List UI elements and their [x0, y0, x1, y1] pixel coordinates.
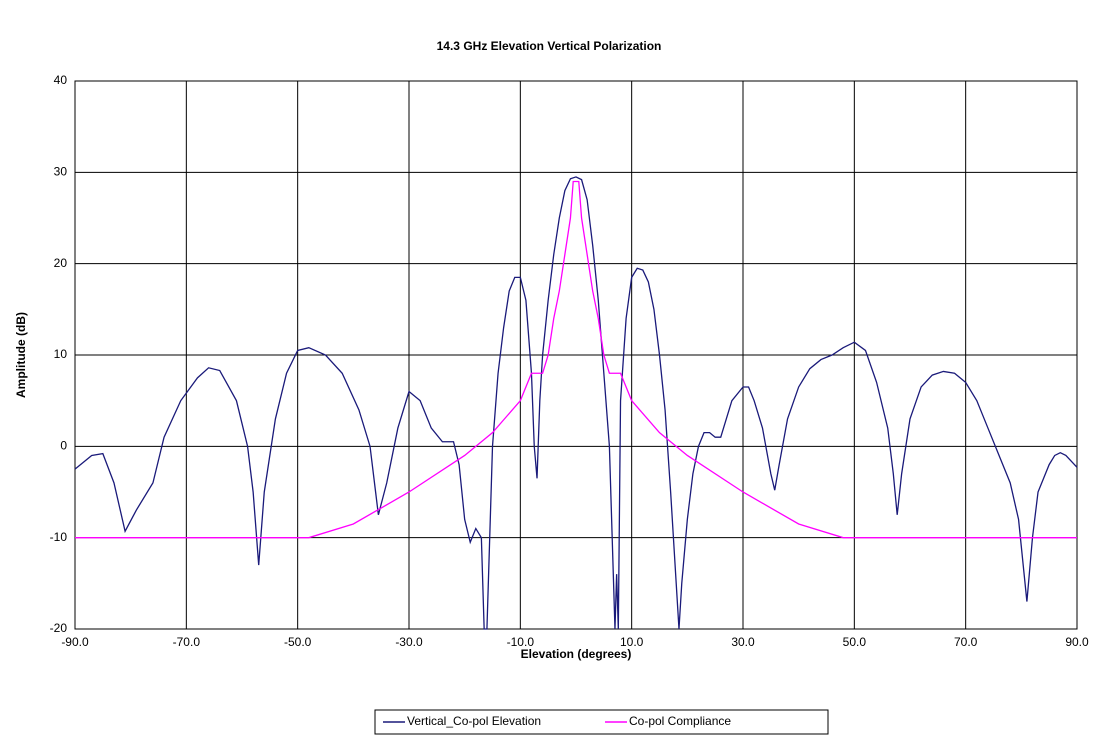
y-tick-label: 40 [54, 73, 68, 87]
y-axis-title: Amplitude (dB) [14, 312, 28, 398]
y-tick-label: 30 [54, 165, 68, 179]
legend-label: Co-pol Compliance [629, 714, 731, 728]
x-tick-label: 90.0 [1065, 635, 1089, 649]
y-tick-label: 20 [54, 256, 68, 270]
legend-box [374, 709, 829, 735]
x-tick-label: 50.0 [843, 635, 867, 649]
x-tick-label: 10.0 [620, 635, 644, 649]
y-tick-label: -10 [50, 530, 68, 544]
y-tick-label: -20 [50, 621, 68, 635]
x-axis-title: Elevation (degrees) [521, 647, 632, 661]
x-tick-label: -30.0 [395, 635, 423, 649]
x-tick-label: 30.0 [731, 635, 755, 649]
x-tick-label: -70.0 [173, 635, 201, 649]
y-tick-label: 0 [60, 439, 67, 453]
x-tick-label: -90.0 [61, 635, 89, 649]
legend-label: Vertical_Co-pol Elevation [407, 714, 541, 728]
x-tick-label: -10.0 [507, 635, 535, 649]
x-tick-label: 70.0 [954, 635, 978, 649]
y-tick-label: 10 [54, 347, 68, 361]
x-tick-label: -50.0 [284, 635, 312, 649]
series-line [74, 176, 1078, 630]
chart-title: 14.3 GHz Elevation Vertical Polarization [437, 39, 662, 53]
series-line [75, 180, 1077, 539]
